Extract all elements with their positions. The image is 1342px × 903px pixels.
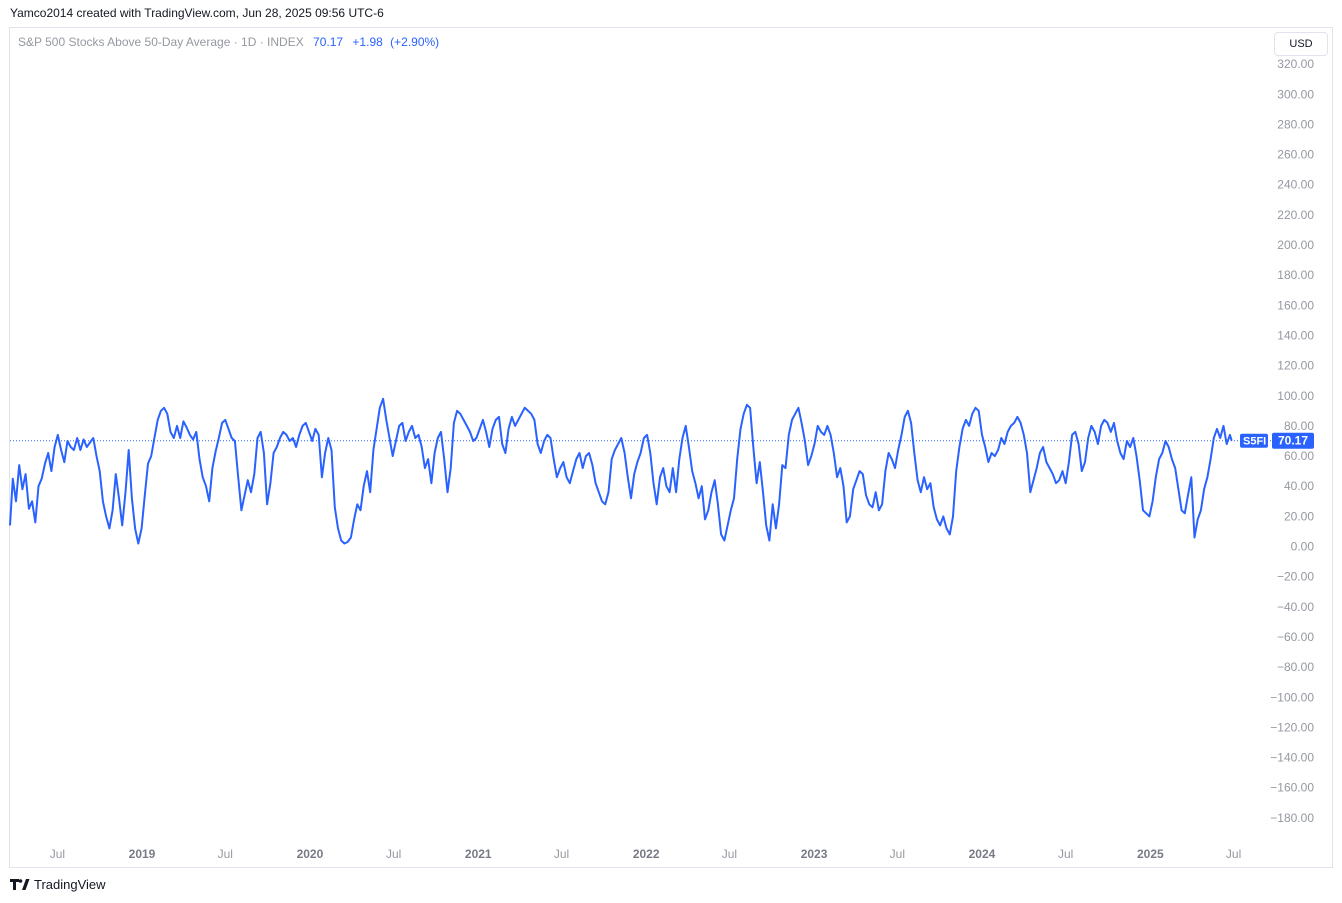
legend-last-value: 70.17	[313, 35, 344, 49]
legend-change: +1.98	[352, 35, 383, 49]
symbol-description: S&P 500 Stocks Above 50-Day Average · 1D…	[18, 35, 304, 49]
brand-footer: TradingView	[10, 877, 106, 892]
series-legend: S&P 500 Stocks Above 50-Day Average · 1D…	[18, 35, 439, 49]
tradingview-logo-icon	[10, 878, 30, 890]
attribution-text: Yamco2014 created with TradingView.com, …	[10, 6, 384, 20]
chart-frame	[9, 27, 1333, 868]
brand-name: TradingView	[34, 877, 106, 892]
legend-change-pct: (+2.90%)	[390, 35, 440, 49]
currency-button[interactable]: USD	[1274, 32, 1328, 56]
